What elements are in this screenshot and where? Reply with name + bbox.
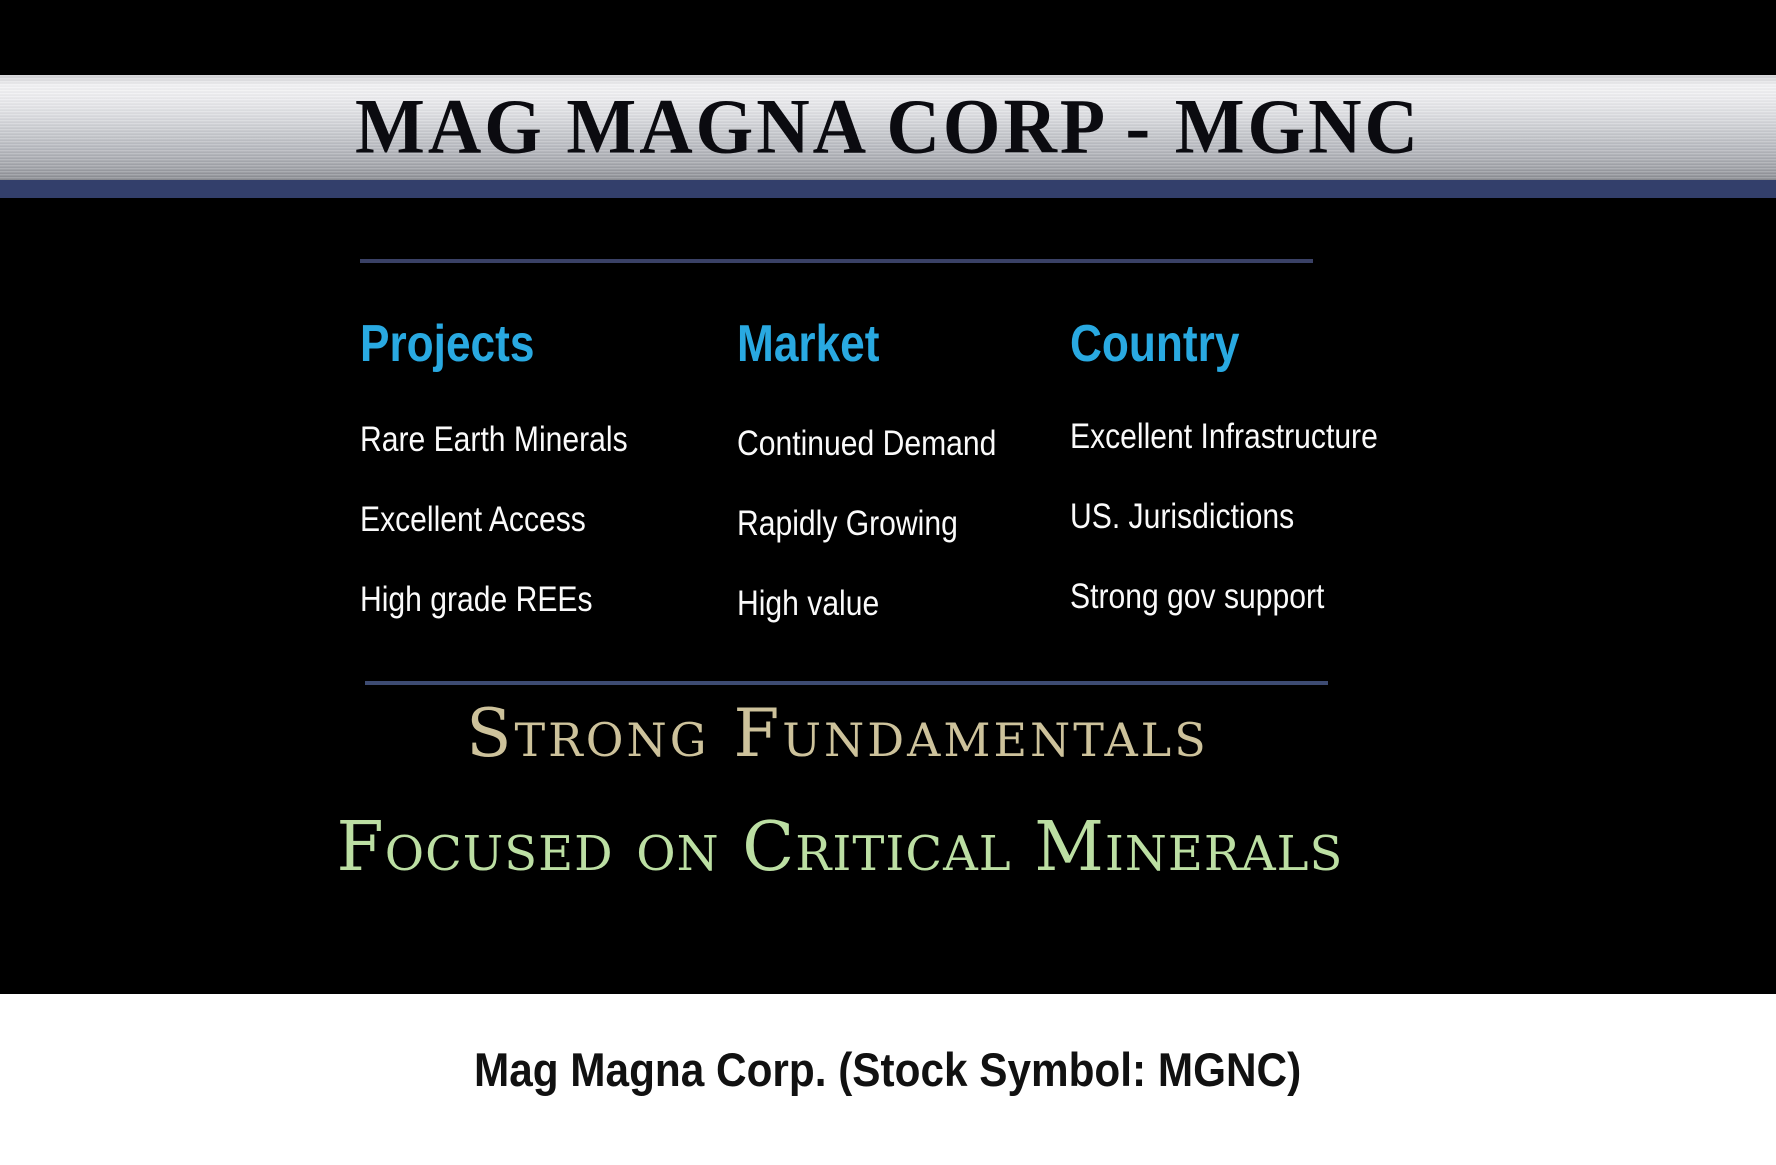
list-item: Excellent Access xyxy=(360,502,623,537)
column-header-country: Country xyxy=(1070,318,1269,370)
list-item-label: High grade REEs xyxy=(360,580,593,619)
headline-focused-critical-minerals: Focused on Critical Minerals xyxy=(336,808,1344,887)
column-header-label: Projects xyxy=(360,315,535,373)
footer-bar: Mag Magna Corp. (Stock Symbol: MGNC) xyxy=(0,994,1776,1165)
bottom-divider-line xyxy=(365,681,1328,685)
column-projects: Projects Rare Earth Minerals Excellent A… xyxy=(360,0,690,700)
title-banner: MAG MAGNA CORP - MGNC xyxy=(0,75,1776,180)
list-item-label: Strong gov support xyxy=(1070,577,1325,616)
top-divider-line xyxy=(360,259,1313,263)
list-item: Continued Demand xyxy=(737,426,1039,461)
list-item: Rapidly Growing xyxy=(737,506,994,541)
list-item: Rare Earth Minerals xyxy=(360,422,671,457)
list-item: Excellent Infrastructure xyxy=(1070,419,1428,454)
column-header-label: Market xyxy=(737,315,880,373)
list-item-label: Excellent Access xyxy=(360,500,586,539)
list-item: High grade REEs xyxy=(360,582,630,617)
list-item-label: Rare Earth Minerals xyxy=(360,420,628,459)
column-header-label: Country xyxy=(1070,315,1240,373)
list-item-label: High value xyxy=(737,584,880,623)
column-country: Country Excellent Infrastructure US. Jur… xyxy=(1070,0,1400,700)
list-item-label: Continued Demand xyxy=(737,424,997,463)
headline-strong-fundamentals: Strong Fundamentals xyxy=(466,695,1209,772)
column-market: Market Continued Demand Rapidly Growing … xyxy=(737,0,1067,700)
column-header-projects: Projects xyxy=(360,318,565,370)
slide-title: MAG MAGNA CORP - MGNC xyxy=(355,83,1421,171)
list-item-label: Rapidly Growing xyxy=(737,504,958,543)
footer-company-text: Mag Magna Corp. (Stock Symbol: MGNC) xyxy=(474,1043,1302,1096)
list-item: High value xyxy=(737,586,902,621)
banner-underline-strip xyxy=(0,180,1776,198)
list-item: Strong gov support xyxy=(1070,579,1366,614)
column-header-market: Market xyxy=(737,318,905,370)
list-item-label: US. Jurisdictions xyxy=(1070,497,1295,536)
list-item-label: Excellent Infrastructure xyxy=(1070,417,1378,456)
list-item: US. Jurisdictions xyxy=(1070,499,1331,534)
